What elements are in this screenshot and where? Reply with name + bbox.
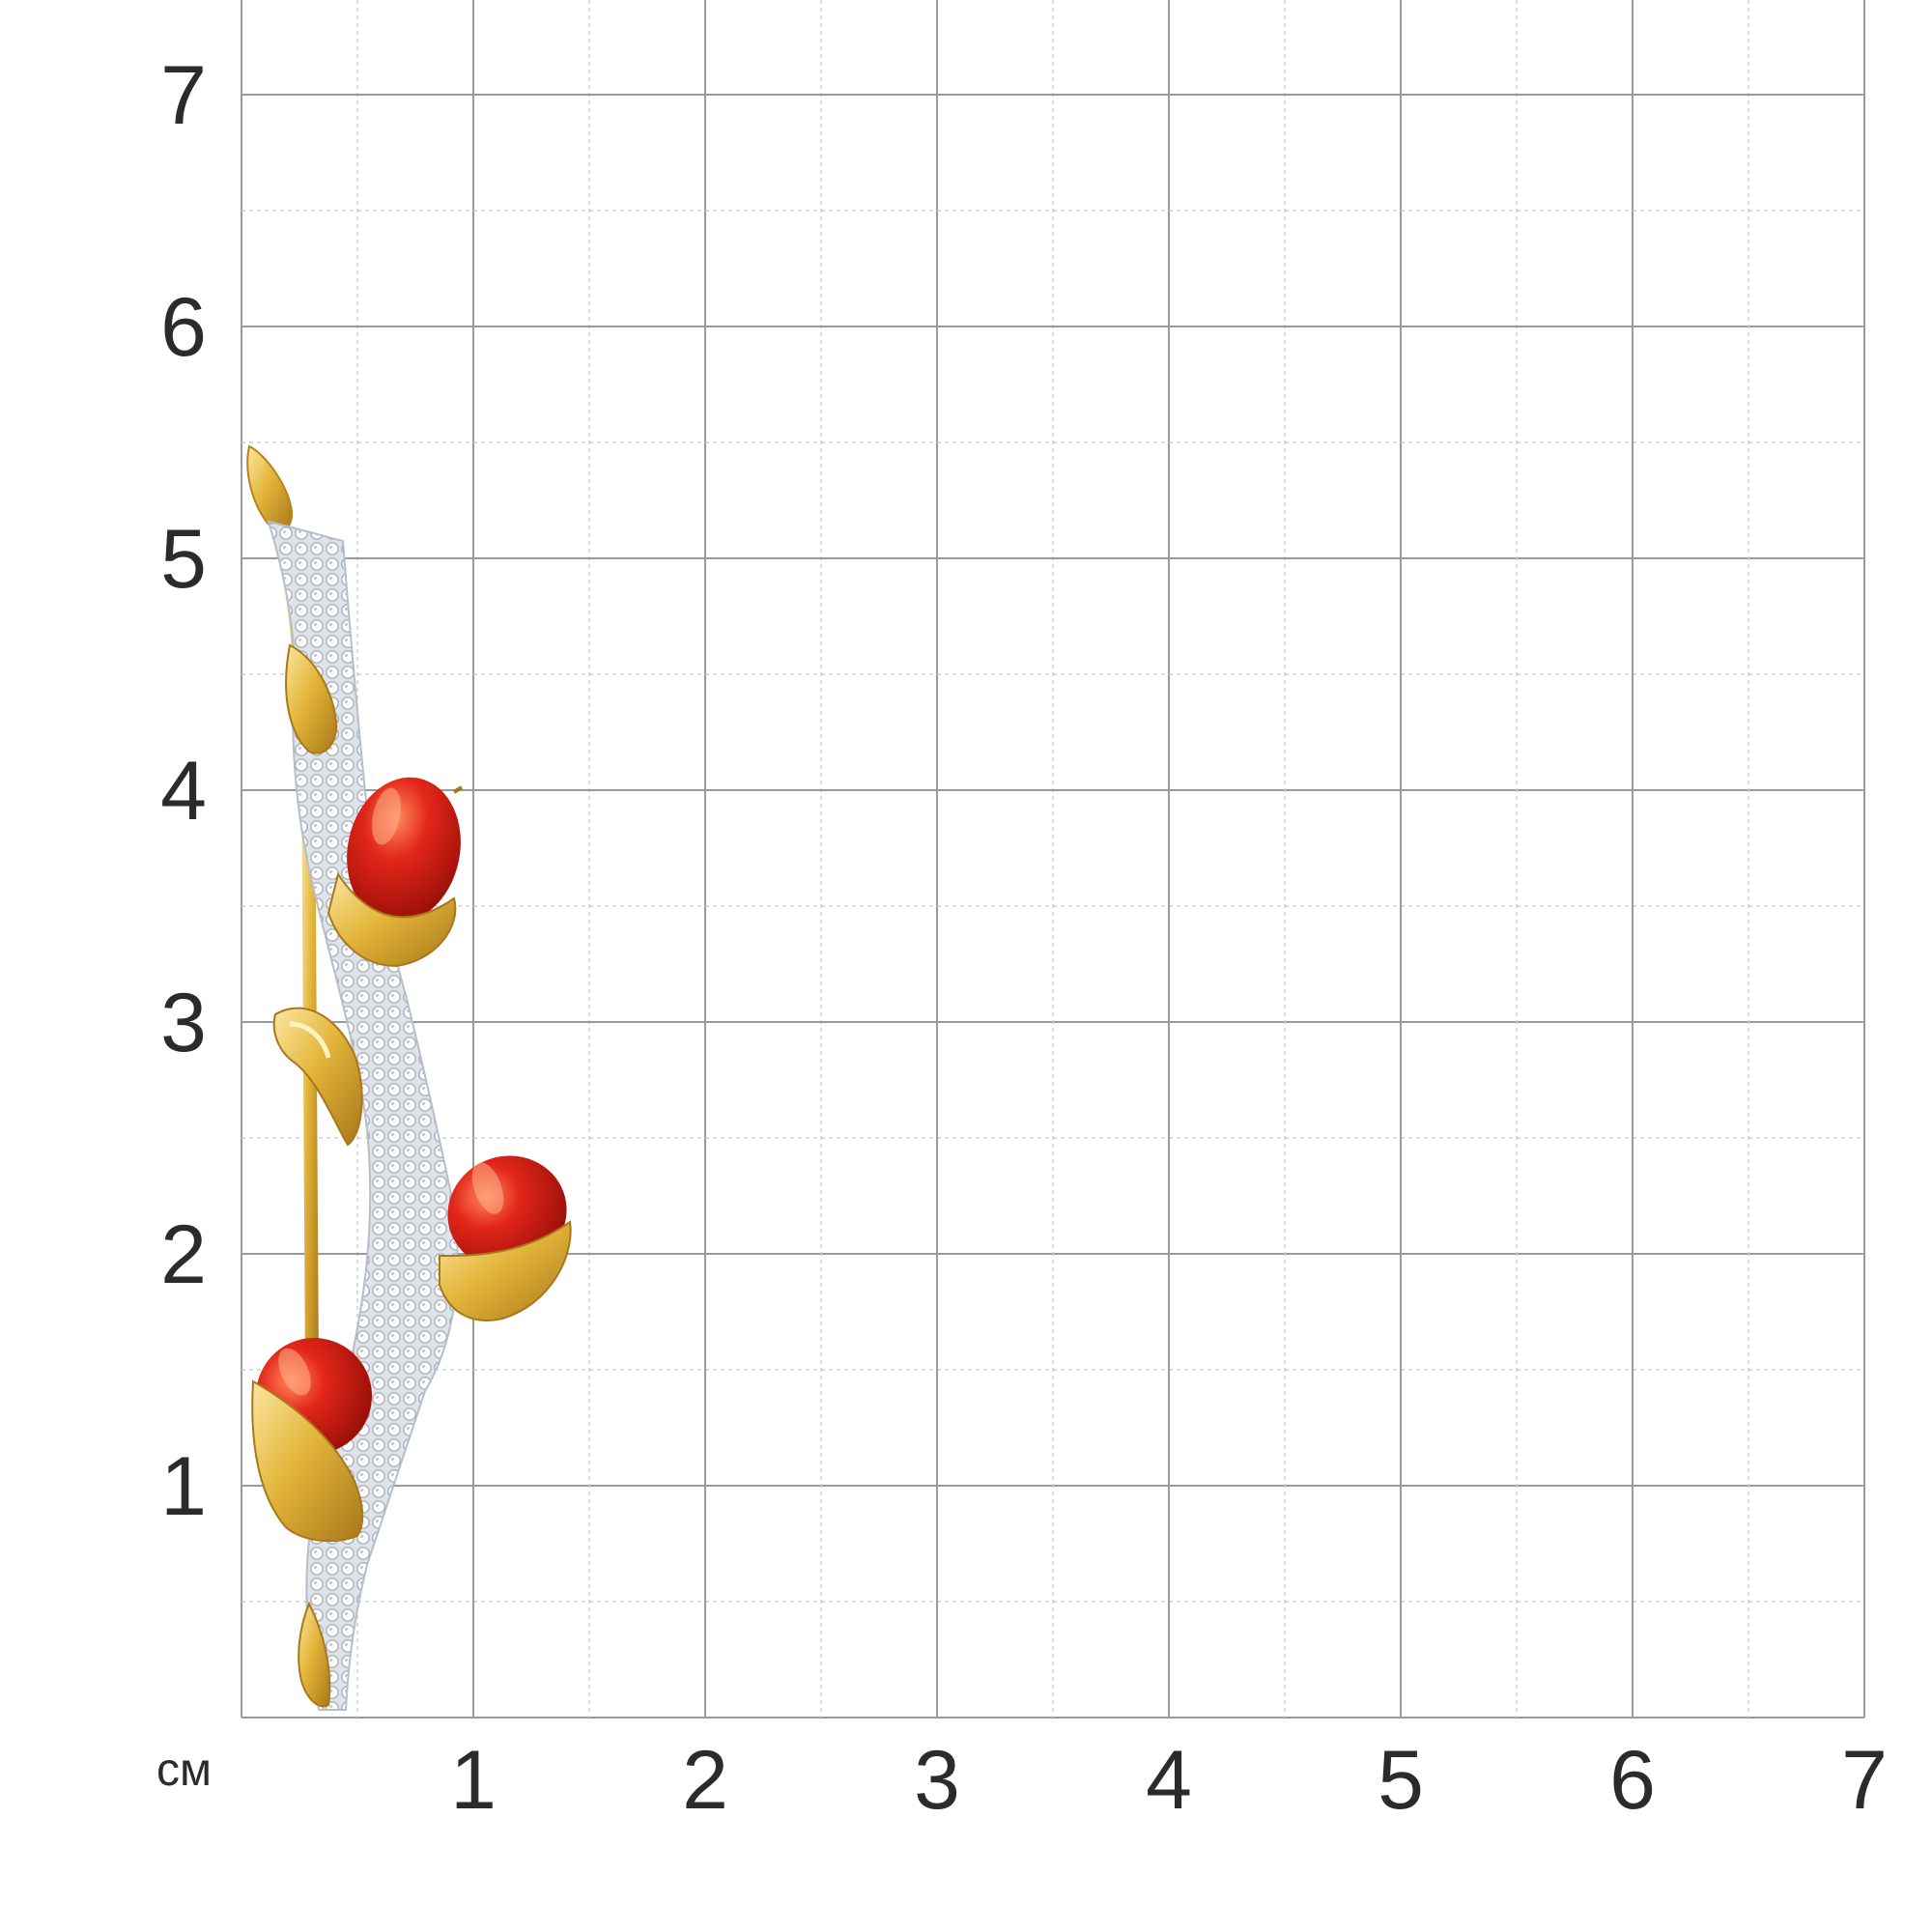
unit-label: см [156, 1745, 212, 1796]
red-stone-lower [251, 1338, 372, 1543]
leaf-curl [272, 1007, 363, 1147]
y-tick-label: 4 [160, 745, 207, 838]
x-tick-label: 5 [1378, 1734, 1424, 1827]
x-tick-label: 6 [1609, 1734, 1656, 1827]
x-tick-label: 2 [682, 1734, 728, 1827]
bottom-leaf [298, 1601, 331, 1708]
red-stone-middle [439, 1155, 572, 1321]
x-axis-labels: 1 2 3 4 5 6 7 [450, 1734, 1888, 1827]
red-stone-upper [327, 777, 464, 968]
x-tick-label: 4 [1146, 1734, 1192, 1827]
y-tick-label: 7 [160, 49, 207, 142]
x-tick-label: 7 [1841, 1734, 1888, 1827]
y-tick-label: 1 [160, 1440, 207, 1533]
y-tick-label: 6 [160, 281, 207, 374]
measurement-grid [241, 0, 1865, 1719]
leaf-upper [285, 643, 338, 754]
x-tick-label: 1 [450, 1734, 497, 1827]
x-tick-label: 3 [914, 1734, 960, 1827]
y-axis-labels: 1 2 3 4 5 6 7 [160, 49, 207, 1533]
top-leaf [246, 444, 294, 532]
y-tick-label: 5 [160, 513, 207, 606]
y-tick-label: 3 [160, 977, 207, 1069]
y-tick-label: 2 [160, 1208, 207, 1301]
brooch-image [246, 444, 572, 1711]
